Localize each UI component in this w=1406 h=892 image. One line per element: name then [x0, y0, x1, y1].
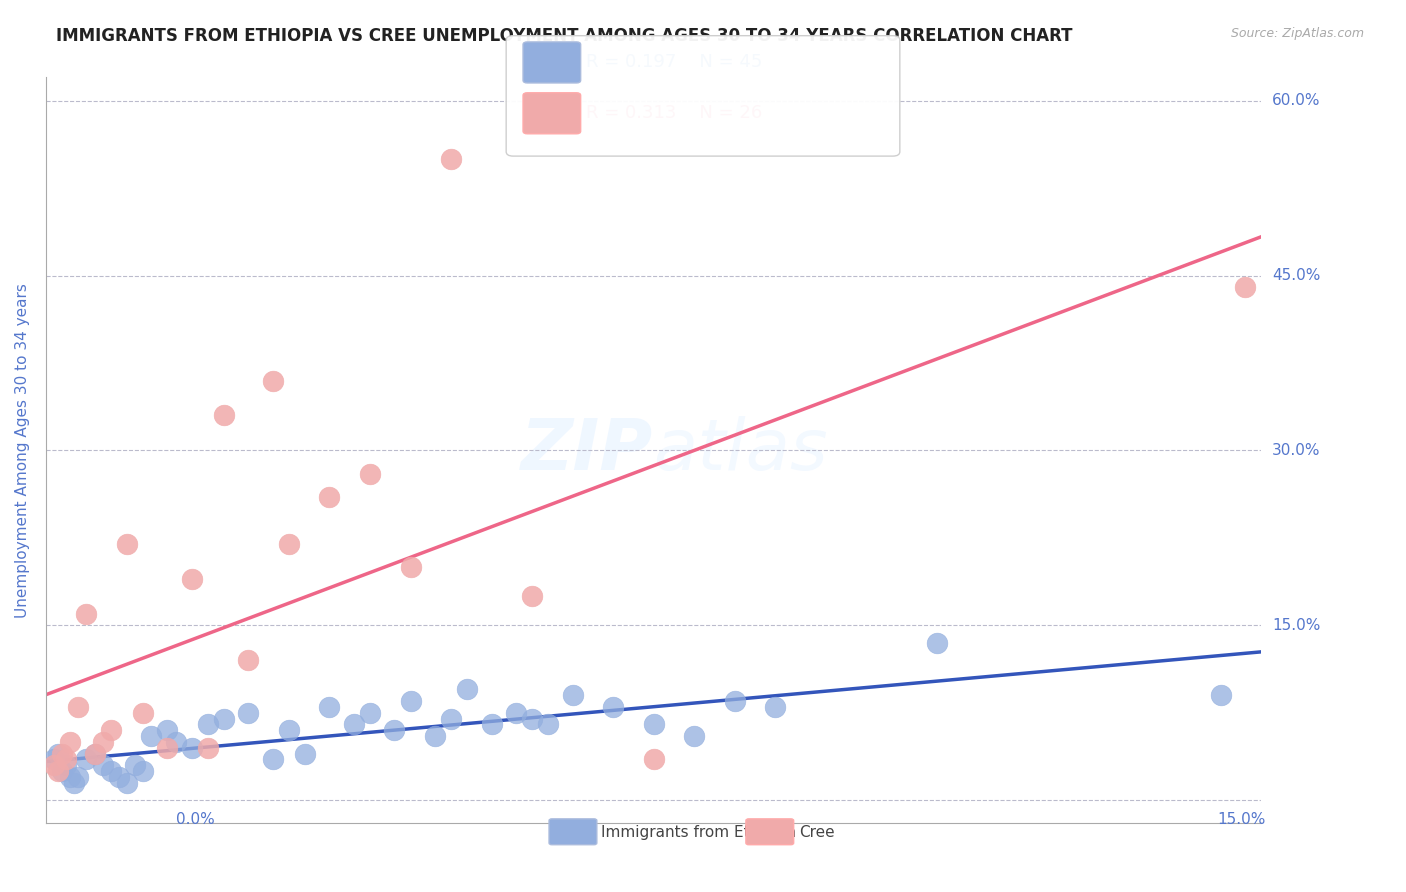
Point — [55, 758, 77, 772]
Point — [115, 537, 138, 551]
Point — [318, 490, 340, 504]
Point — [83, 747, 105, 761]
Point — [67, 770, 90, 784]
Point — [91, 758, 114, 772]
Point — [59, 735, 82, 749]
Point — [359, 706, 381, 720]
Point — [141, 729, 163, 743]
Point — [262, 374, 284, 388]
Point — [238, 706, 260, 720]
Point — [481, 717, 503, 731]
Point — [643, 717, 665, 731]
Point — [156, 740, 179, 755]
Point — [76, 752, 98, 766]
Point — [399, 694, 422, 708]
Point — [1233, 280, 1256, 294]
Point — [124, 758, 146, 772]
Point — [505, 706, 527, 720]
Point — [382, 723, 405, 738]
Point — [359, 467, 381, 481]
Text: Immigrants from Ethiopia: Immigrants from Ethiopia — [602, 825, 796, 839]
Point — [763, 700, 786, 714]
Point — [278, 723, 301, 738]
Text: atlas: atlas — [654, 416, 828, 485]
Point — [440, 152, 463, 166]
Point — [67, 700, 90, 714]
Point — [59, 770, 82, 784]
Point — [180, 572, 202, 586]
Point — [197, 717, 219, 731]
Text: 15.0%: 15.0% — [1272, 618, 1320, 632]
Point — [91, 735, 114, 749]
Point — [83, 747, 105, 761]
Point — [42, 752, 65, 766]
Y-axis label: Unemployment Among Ages 30 to 34 years: Unemployment Among Ages 30 to 34 years — [15, 283, 30, 618]
Point — [108, 770, 131, 784]
Point — [278, 537, 301, 551]
Text: 30.0%: 30.0% — [1272, 443, 1320, 458]
Point — [76, 607, 98, 621]
Point — [602, 700, 624, 714]
Point — [46, 747, 69, 761]
Point — [561, 688, 583, 702]
Point — [399, 560, 422, 574]
Point — [51, 747, 73, 761]
Point — [294, 747, 316, 761]
Text: 0.0%: 0.0% — [176, 812, 215, 827]
Text: 15.0%: 15.0% — [1218, 812, 1265, 827]
Point — [132, 706, 155, 720]
Point — [100, 723, 122, 738]
Point — [212, 409, 235, 423]
Point — [156, 723, 179, 738]
Point — [46, 764, 69, 778]
Point — [238, 653, 260, 667]
Point — [537, 717, 560, 731]
Point — [683, 729, 706, 743]
Point — [180, 740, 202, 755]
Point — [51, 764, 73, 778]
Point — [42, 758, 65, 772]
Point — [423, 729, 446, 743]
Point — [132, 764, 155, 778]
Point — [520, 712, 543, 726]
Text: Cree: Cree — [799, 825, 835, 839]
Point — [925, 636, 948, 650]
Point — [100, 764, 122, 778]
Text: 60.0%: 60.0% — [1272, 94, 1320, 108]
Point — [643, 752, 665, 766]
Point — [343, 717, 366, 731]
Point — [520, 589, 543, 603]
Point — [456, 682, 478, 697]
Text: Source: ZipAtlas.com: Source: ZipAtlas.com — [1230, 27, 1364, 40]
Point — [1209, 688, 1232, 702]
Point — [165, 735, 187, 749]
Point — [63, 775, 86, 789]
Text: R = 0.313    N = 26: R = 0.313 N = 26 — [586, 104, 762, 122]
Point — [212, 712, 235, 726]
Point — [440, 712, 463, 726]
Text: 45.0%: 45.0% — [1272, 268, 1320, 283]
Point — [262, 752, 284, 766]
Point — [723, 694, 745, 708]
Point — [55, 752, 77, 766]
Point — [115, 775, 138, 789]
Point — [197, 740, 219, 755]
Point — [318, 700, 340, 714]
Text: R = 0.197    N = 45: R = 0.197 N = 45 — [586, 54, 762, 71]
Text: IMMIGRANTS FROM ETHIOPIA VS CREE UNEMPLOYMENT AMONG AGES 30 TO 34 YEARS CORRELAT: IMMIGRANTS FROM ETHIOPIA VS CREE UNEMPLO… — [56, 27, 1073, 45]
Text: ZIP: ZIP — [522, 416, 654, 485]
